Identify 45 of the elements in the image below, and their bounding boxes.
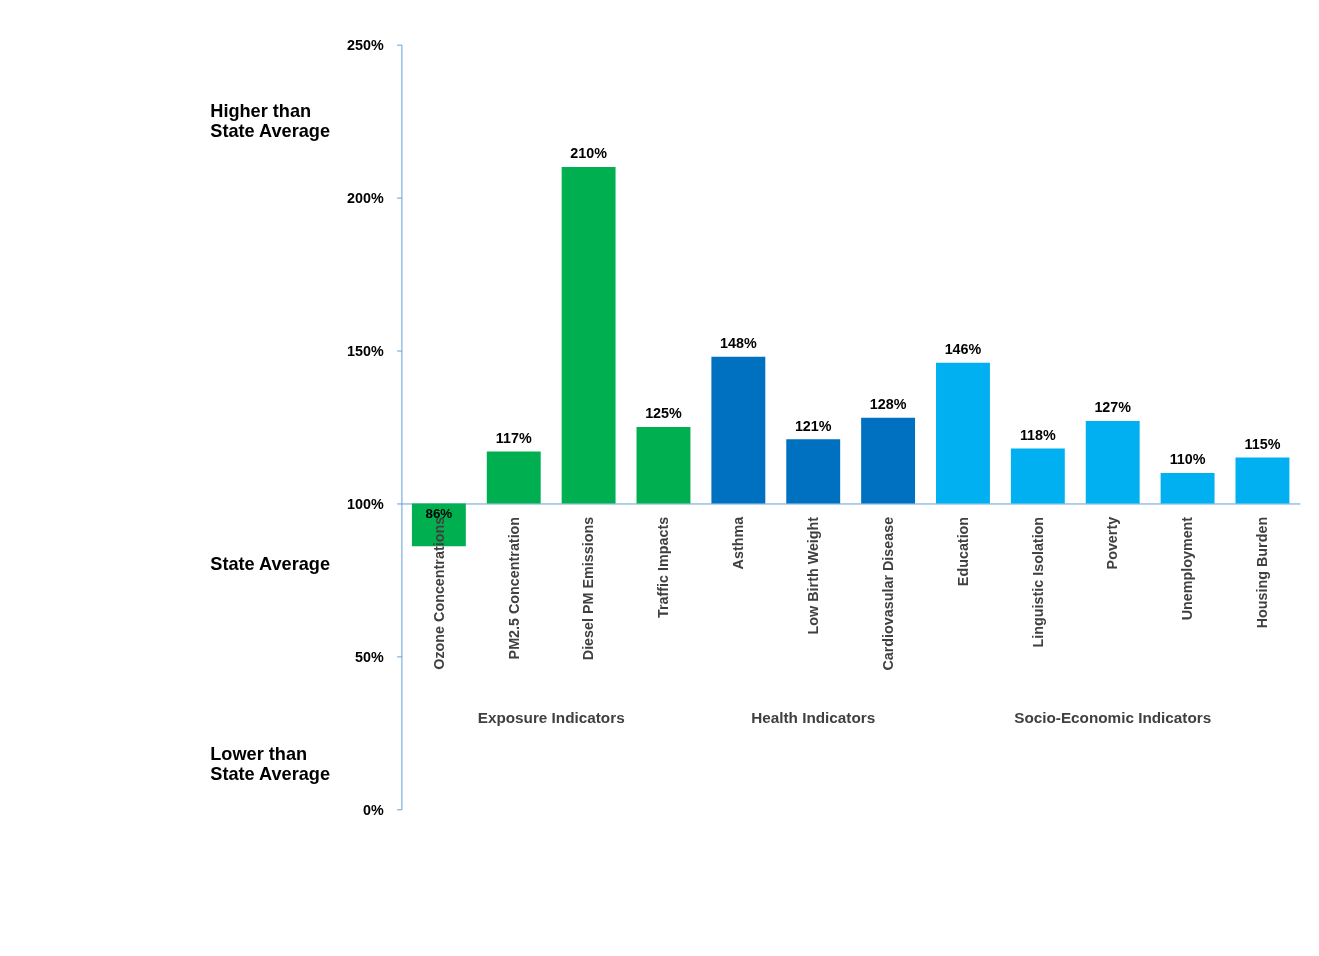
data-label: 118%: [1019, 426, 1057, 443]
bar: [1235, 457, 1290, 504]
data-label: 117%: [495, 429, 532, 446]
y-tick-label: 200%: [347, 189, 384, 206]
bar: [936, 362, 990, 504]
bar: [636, 427, 691, 504]
x-tick-label: Cardiovasular Disease: [879, 516, 896, 671]
text: State Average: [210, 554, 331, 575]
annotation: Exposure Indicators: [477, 709, 625, 727]
x-tick-label: Traffic Impacts: [655, 516, 672, 619]
x-tick-label: Asthma: [730, 515, 747, 570]
x-tick-label: Low Birth Weight: [805, 516, 821, 635]
data-label: 210%: [570, 145, 608, 162]
y-tick-label: 250%: [347, 36, 384, 53]
data-label: 121%: [794, 417, 832, 434]
data-label: 148%: [720, 335, 757, 352]
annotation: Socio-Economic Indicators: [1014, 709, 1212, 727]
data-label: 115%: [1244, 436, 1281, 453]
x-tick-label: Linguistic Isolation: [1029, 516, 1046, 648]
data-label: 146%: [944, 341, 982, 358]
x-tick-label: Poverty: [1104, 516, 1121, 570]
bar: [711, 356, 766, 504]
bar: [1010, 448, 1065, 504]
x-tick-label: PM2.5 Concentration: [505, 516, 522, 660]
x-tick-label: Housing Burden: [1254, 516, 1271, 629]
x-tick-label: Education: [954, 516, 971, 587]
text: Higher than State Average: [210, 101, 331, 142]
data-label: 127%: [1094, 399, 1132, 416]
text: Lower than State Average: [210, 743, 331, 784]
data-label: 125%: [645, 405, 683, 422]
bar: [1160, 472, 1215, 504]
y-tick-label: 0%: [363, 801, 384, 818]
bar: [561, 167, 616, 504]
bar: [1085, 420, 1140, 504]
bar: [786, 439, 841, 504]
y-tick-label: 50%: [355, 648, 384, 665]
bar: [486, 451, 541, 504]
x-tick-label: Diesel PM Emissions: [580, 516, 597, 661]
data-label: 128%: [869, 396, 907, 413]
y-tick-label: 150%: [347, 342, 384, 359]
data-label: 110%: [1169, 451, 1206, 468]
bar: [861, 417, 916, 504]
y-tick-label: 100%: [347, 495, 384, 512]
x-tick-label: Unemployment: [1179, 516, 1196, 621]
annotation: Health Indicators: [751, 709, 876, 727]
